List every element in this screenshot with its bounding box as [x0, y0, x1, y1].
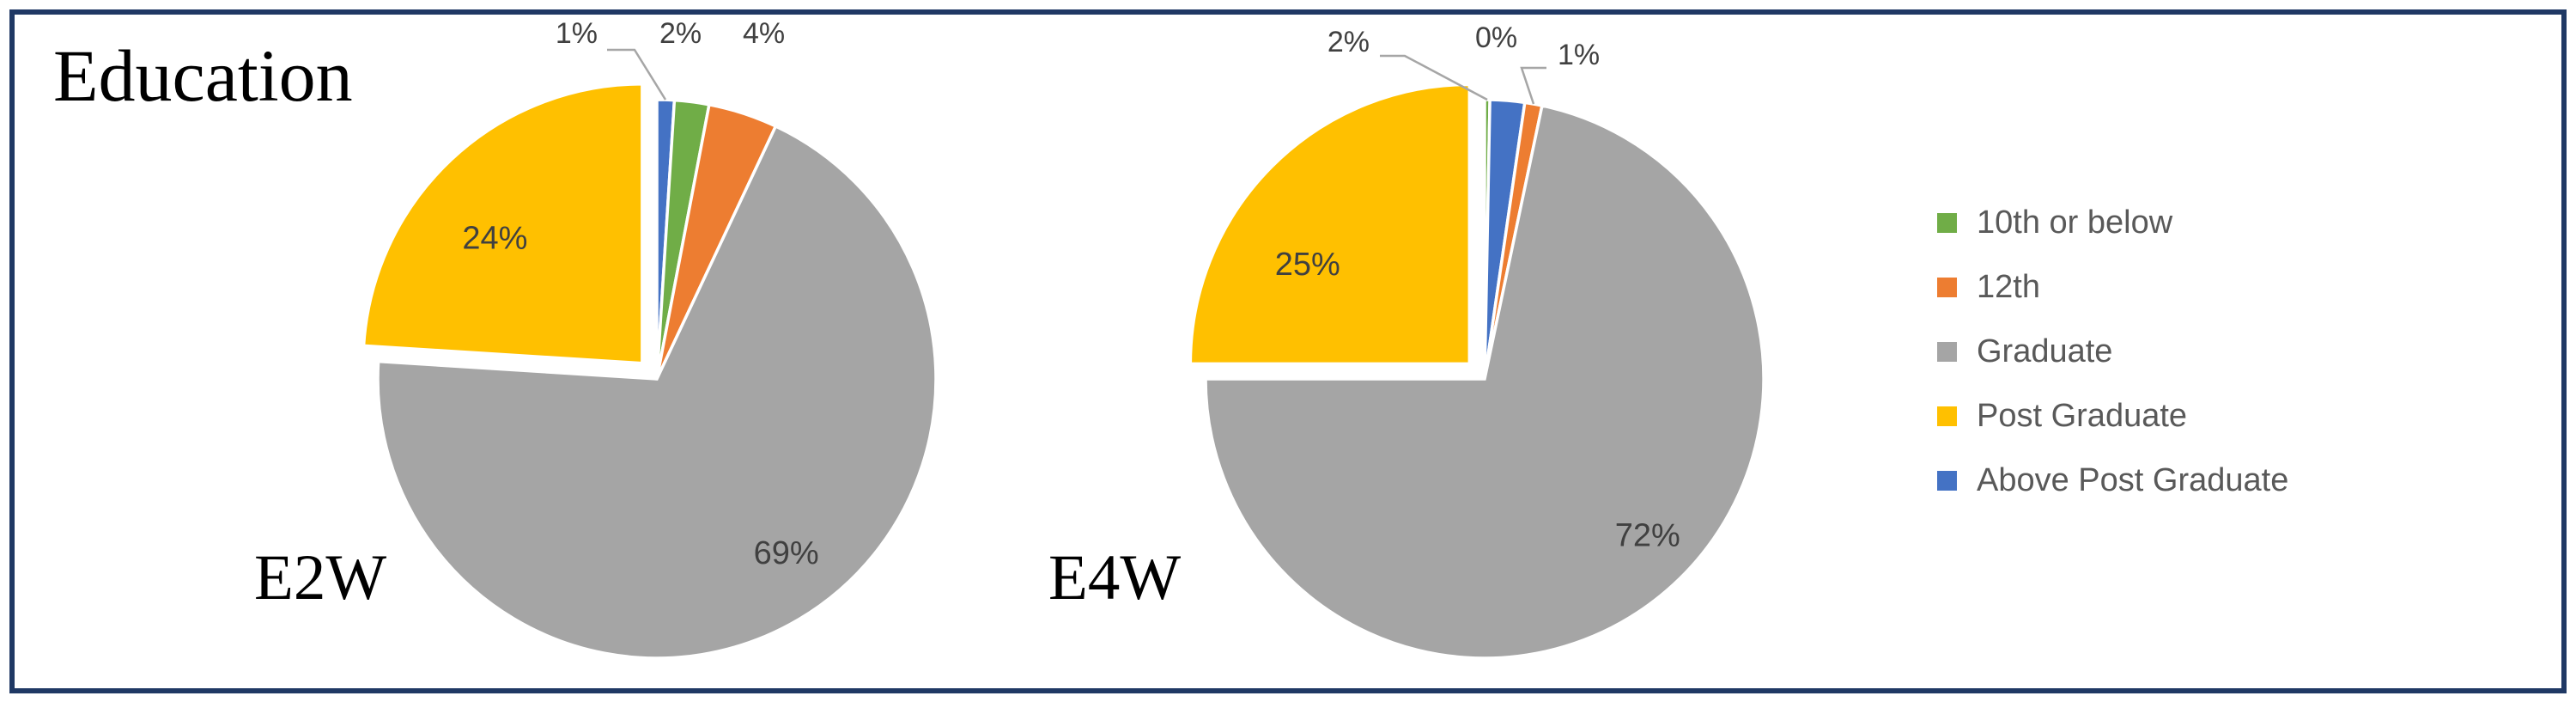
- svg-text:1%: 1%: [1558, 39, 1600, 71]
- svg-text:2%: 2%: [659, 17, 702, 50]
- svg-text:0%: 0%: [1475, 21, 1517, 54]
- svg-text:2%: 2%: [1327, 26, 1370, 58]
- svg-text:69%: 69%: [754, 535, 819, 571]
- svg-text:72%: 72%: [1615, 517, 1680, 553]
- svg-text:25%: 25%: [1275, 247, 1340, 283]
- svg-text:24%: 24%: [462, 220, 527, 256]
- svg-text:4%: 4%: [743, 17, 785, 50]
- svg-text:1%: 1%: [556, 17, 598, 50]
